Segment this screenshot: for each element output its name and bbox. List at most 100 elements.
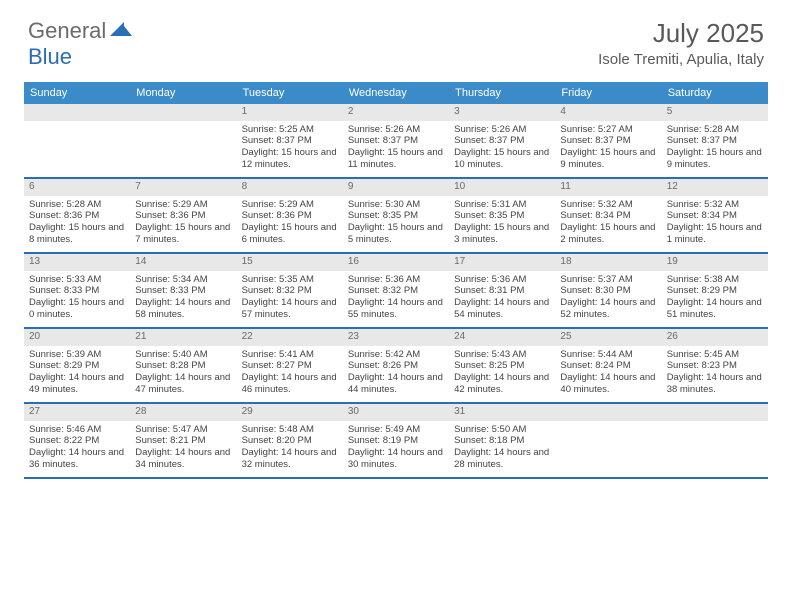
sunrise-line: Sunrise: 5:38 AM [667, 274, 763, 286]
daylight-line: Daylight: 14 hours and 52 minutes. [560, 297, 656, 321]
day-body [555, 421, 661, 475]
day-body-cell: Sunrise: 5:35 AMSunset: 8:32 PMDaylight:… [237, 271, 343, 328]
day-body-row: Sunrise: 5:39 AMSunset: 8:29 PMDaylight:… [24, 346, 768, 403]
day-body-cell: Sunrise: 5:32 AMSunset: 8:34 PMDaylight:… [555, 196, 661, 253]
sunrise-line: Sunrise: 5:33 AM [29, 274, 125, 286]
day-body: Sunrise: 5:28 AMSunset: 8:36 PMDaylight:… [24, 196, 130, 253]
day-number [555, 404, 661, 421]
location: Isole Tremiti, Apulia, Italy [598, 51, 764, 68]
day-body: Sunrise: 5:26 AMSunset: 8:37 PMDaylight:… [343, 121, 449, 178]
day-number-cell: 23 [343, 329, 449, 346]
day-body-cell: Sunrise: 5:31 AMSunset: 8:35 PMDaylight:… [449, 196, 555, 253]
day-body-cell: Sunrise: 5:25 AMSunset: 8:37 PMDaylight:… [237, 121, 343, 178]
day-number-cell: 28 [130, 404, 236, 421]
day-body-cell: Sunrise: 5:36 AMSunset: 8:32 PMDaylight:… [343, 271, 449, 328]
day-body: Sunrise: 5:29 AMSunset: 8:36 PMDaylight:… [237, 196, 343, 253]
day-body-cell: Sunrise: 5:45 AMSunset: 8:23 PMDaylight:… [662, 346, 768, 403]
day-body: Sunrise: 5:42 AMSunset: 8:26 PMDaylight:… [343, 346, 449, 403]
day-body-cell: Sunrise: 5:37 AMSunset: 8:30 PMDaylight:… [555, 271, 661, 328]
day-body-row: Sunrise: 5:25 AMSunset: 8:37 PMDaylight:… [24, 121, 768, 178]
sunset-line: Sunset: 8:19 PM [348, 435, 444, 447]
day-body-row: Sunrise: 5:46 AMSunset: 8:22 PMDaylight:… [24, 421, 768, 478]
day-number: 31 [449, 404, 555, 421]
day-body: Sunrise: 5:31 AMSunset: 8:35 PMDaylight:… [449, 196, 555, 253]
sunset-line: Sunset: 8:29 PM [667, 285, 763, 297]
day-body-row: Sunrise: 5:28 AMSunset: 8:36 PMDaylight:… [24, 196, 768, 253]
daylight-line: Daylight: 14 hours and 55 minutes. [348, 297, 444, 321]
day-number-cell: 3 [449, 104, 555, 121]
sunset-line: Sunset: 8:35 PM [348, 210, 444, 222]
sunrise-line: Sunrise: 5:32 AM [667, 199, 763, 211]
day-number-cell: 29 [237, 404, 343, 421]
day-body: Sunrise: 5:38 AMSunset: 8:29 PMDaylight:… [662, 271, 768, 328]
day-number-cell: 20 [24, 329, 130, 346]
day-header: Friday [555, 82, 661, 104]
day-body-cell [555, 421, 661, 478]
sunrise-line: Sunrise: 5:26 AM [454, 124, 550, 136]
daylight-line: Daylight: 15 hours and 3 minutes. [454, 222, 550, 246]
sunset-line: Sunset: 8:36 PM [29, 210, 125, 222]
day-number: 21 [130, 329, 236, 346]
day-number-cell: 8 [237, 179, 343, 196]
header: General July 2025 Isole Tremiti, Apulia,… [0, 0, 792, 76]
day-body: Sunrise: 5:39 AMSunset: 8:29 PMDaylight:… [24, 346, 130, 403]
day-number: 6 [24, 179, 130, 196]
day-number-cell: 1 [237, 104, 343, 121]
logo-text-general: General [28, 18, 106, 44]
day-number [662, 404, 768, 421]
day-number-cell: 7 [130, 179, 236, 196]
daylight-line: Daylight: 14 hours and 46 minutes. [242, 372, 338, 396]
day-number: 25 [555, 329, 661, 346]
day-number: 24 [449, 329, 555, 346]
day-body-cell: Sunrise: 5:29 AMSunset: 8:36 PMDaylight:… [237, 196, 343, 253]
sunrise-line: Sunrise: 5:37 AM [560, 274, 656, 286]
day-number [24, 104, 130, 121]
day-body-cell: Sunrise: 5:28 AMSunset: 8:37 PMDaylight:… [662, 121, 768, 178]
sunset-line: Sunset: 8:26 PM [348, 360, 444, 372]
day-body-row: Sunrise: 5:33 AMSunset: 8:33 PMDaylight:… [24, 271, 768, 328]
day-number: 17 [449, 254, 555, 271]
sunrise-line: Sunrise: 5:26 AM [348, 124, 444, 136]
day-number-cell: 21 [130, 329, 236, 346]
daylight-line: Daylight: 14 hours and 28 minutes. [454, 447, 550, 471]
day-number-cell: 16 [343, 254, 449, 271]
sunrise-line: Sunrise: 5:27 AM [560, 124, 656, 136]
day-header: Thursday [449, 82, 555, 104]
day-number: 29 [237, 404, 343, 421]
sunset-line: Sunset: 8:18 PM [454, 435, 550, 447]
day-number: 11 [555, 179, 661, 196]
sunset-line: Sunset: 8:35 PM [454, 210, 550, 222]
day-number: 15 [237, 254, 343, 271]
day-body: Sunrise: 5:29 AMSunset: 8:36 PMDaylight:… [130, 196, 236, 253]
day-body-cell: Sunrise: 5:27 AMSunset: 8:37 PMDaylight:… [555, 121, 661, 178]
sunset-line: Sunset: 8:27 PM [242, 360, 338, 372]
day-body: Sunrise: 5:44 AMSunset: 8:24 PMDaylight:… [555, 346, 661, 403]
day-body: Sunrise: 5:36 AMSunset: 8:31 PMDaylight:… [449, 271, 555, 328]
day-body-cell: Sunrise: 5:28 AMSunset: 8:36 PMDaylight:… [24, 196, 130, 253]
day-body [24, 121, 130, 175]
daylight-line: Daylight: 15 hours and 12 minutes. [242, 147, 338, 171]
day-number-row: 6789101112 [24, 179, 768, 196]
sunset-line: Sunset: 8:24 PM [560, 360, 656, 372]
daylight-line: Daylight: 15 hours and 7 minutes. [135, 222, 231, 246]
day-body-cell [130, 121, 236, 178]
title-block: July 2025 Isole Tremiti, Apulia, Italy [598, 18, 764, 68]
day-number: 22 [237, 329, 343, 346]
day-number: 9 [343, 179, 449, 196]
day-number-cell: 15 [237, 254, 343, 271]
day-header: Sunday [24, 82, 130, 104]
day-body-cell: Sunrise: 5:42 AMSunset: 8:26 PMDaylight:… [343, 346, 449, 403]
day-number: 13 [24, 254, 130, 271]
day-body: Sunrise: 5:48 AMSunset: 8:20 PMDaylight:… [237, 421, 343, 478]
day-body-cell: Sunrise: 5:43 AMSunset: 8:25 PMDaylight:… [449, 346, 555, 403]
daylight-line: Daylight: 15 hours and 6 minutes. [242, 222, 338, 246]
day-body-cell: Sunrise: 5:32 AMSunset: 8:34 PMDaylight:… [662, 196, 768, 253]
day-body-cell [24, 121, 130, 178]
day-number: 7 [130, 179, 236, 196]
day-number: 14 [130, 254, 236, 271]
daylight-line: Daylight: 15 hours and 10 minutes. [454, 147, 550, 171]
day-number-cell: 6 [24, 179, 130, 196]
daylight-line: Daylight: 14 hours and 47 minutes. [135, 372, 231, 396]
day-number-cell [555, 404, 661, 421]
sunset-line: Sunset: 8:22 PM [29, 435, 125, 447]
